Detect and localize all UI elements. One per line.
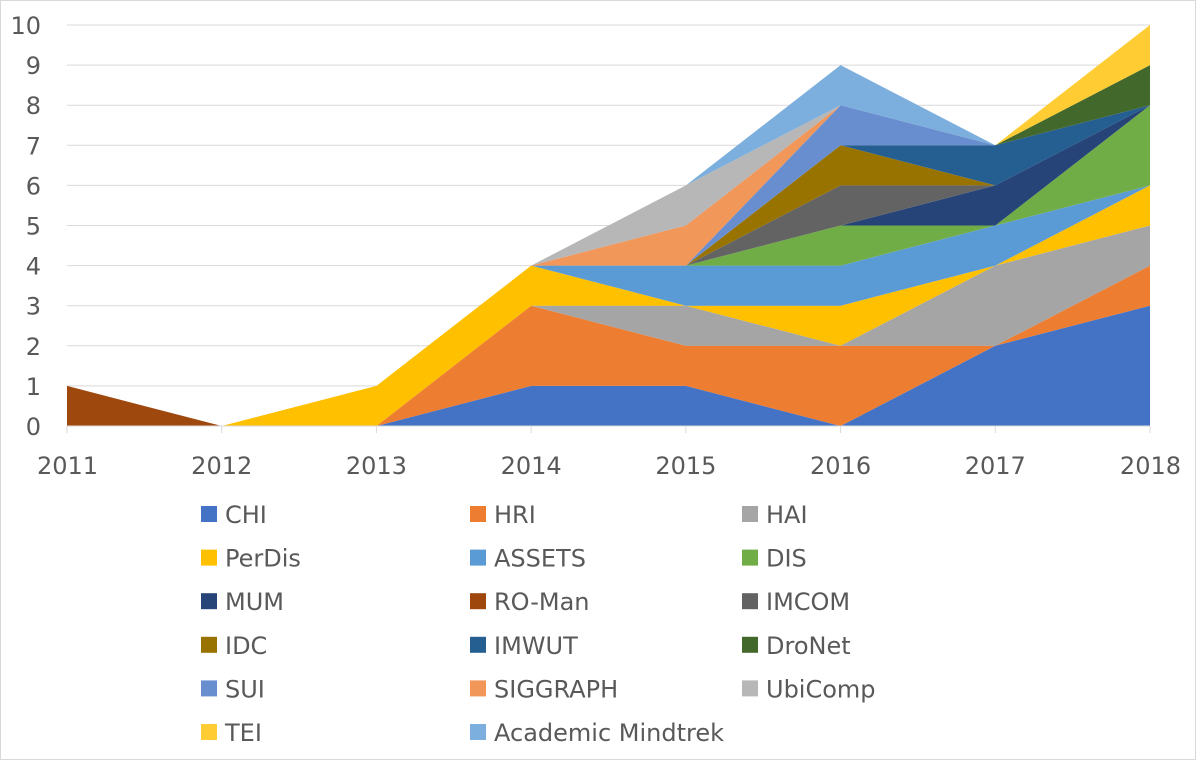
legend-label: RO-Man [494, 588, 590, 616]
legend-swatch [201, 680, 217, 697]
legend-swatch [201, 549, 217, 566]
legend-label: SUI [225, 675, 265, 703]
area-series-perdis [67, 185, 1150, 426]
legend-swatch [470, 593, 486, 610]
legend-swatch [742, 636, 758, 653]
legend-item-hai: HAI [742, 501, 808, 529]
legend-swatch [470, 636, 486, 653]
legend-label: IMWUT [494, 632, 578, 660]
legend-swatch [742, 506, 758, 522]
y-tick-label: 5 [26, 213, 41, 241]
y-tick-label: 7 [26, 132, 41, 160]
legend-label: MUM [225, 588, 284, 616]
x-tick-label: 2014 [501, 452, 562, 480]
legend-label: TEI [224, 719, 262, 747]
area-series-hai [67, 225, 1150, 426]
axes: 0 1 2 3 4 5 6 7 8 9 10 2011 2012 2013 2014 2015 2016 2017… [10, 12, 1181, 480]
legend-label: ASSETS [494, 545, 586, 573]
y-tick-label: 4 [26, 253, 41, 281]
x-tick-label: 2011 [37, 452, 98, 480]
y-tick-label: 6 [26, 172, 41, 200]
legend-label: Academic Mindtrek [494, 719, 724, 747]
x-tick-label: 2012 [191, 452, 252, 480]
legend-item-imcom: IMCOM [742, 588, 850, 616]
legend-label: PerDis [225, 545, 301, 573]
legend-swatch [470, 506, 486, 522]
legend-label: CHI [225, 501, 267, 529]
legend-item-ro-man: RO-Man [470, 588, 590, 616]
legend-swatch [470, 680, 486, 697]
y-tick-label: 1 [26, 373, 41, 401]
legend-item-sui: SUI [201, 675, 265, 703]
legend-swatch [742, 680, 758, 697]
area-series-chi [67, 305, 1150, 426]
legend-swatch [201, 724, 217, 740]
y-tick-label: 8 [26, 92, 41, 120]
legend-swatch [201, 636, 217, 653]
area-series-idc [67, 105, 1150, 426]
legend-item-mum: MUM [201, 588, 284, 616]
legend-label: HAI [766, 501, 808, 529]
legend-label: SIGGRAPH [494, 675, 618, 703]
legend-item-tei: TEI [201, 719, 262, 747]
legend-item-academic-mindtrek: Academic Mindtrek [470, 719, 724, 747]
legend-label: HRI [494, 501, 536, 529]
y-tick-label: 9 [26, 52, 41, 80]
legend-item-assets: ASSETS [470, 545, 586, 573]
legend-item-siggraph: SIGGRAPH [470, 675, 618, 703]
legend-label: DroNet [766, 632, 851, 660]
legend-item-dis: DIS [742, 545, 807, 573]
legend-label: UbiComp [766, 675, 876, 703]
area-series-ubicomp [67, 65, 1150, 426]
x-tick-label: 2013 [346, 452, 407, 480]
legend-label: DIS [766, 545, 807, 573]
legend-swatch [470, 724, 486, 740]
x-tick-label: 2017 [965, 452, 1026, 480]
y-tick-label: 3 [26, 293, 41, 321]
legend-item-idc: IDC [201, 632, 267, 660]
legend-swatch [742, 593, 758, 610]
area-series-group [67, 25, 1150, 426]
legend-item-ubicomp: UbiComp [742, 675, 876, 703]
y-tick-label: 2 [26, 333, 41, 361]
x-tick-label: 2015 [655, 452, 716, 480]
legend-item-imwut: IMWUT [470, 632, 578, 660]
legend-label: IMCOM [766, 588, 850, 616]
legend-item-perdis: PerDis [201, 545, 301, 573]
legend-swatch [742, 549, 758, 566]
legend-swatch [201, 593, 217, 610]
legend-swatch [470, 549, 486, 566]
legend: CHI HRI HAI PerDis ASSETS DIS MUM RO-Man IMCOM ID… [201, 501, 876, 747]
y-tick-label: 10 [10, 12, 41, 40]
y-tick-label: 0 [26, 413, 41, 441]
legend-label: IDC [225, 632, 267, 660]
area-series-imwut [67, 105, 1150, 426]
x-tick-label: 2018 [1120, 452, 1181, 480]
x-tick-label: 2016 [810, 452, 871, 480]
legend-item-chi: CHI [201, 501, 267, 529]
legend-swatch [201, 506, 217, 522]
area-series-hri [67, 265, 1150, 426]
legend-item-hri: HRI [470, 501, 536, 529]
legend-item-dronet: DroNet [742, 632, 851, 660]
